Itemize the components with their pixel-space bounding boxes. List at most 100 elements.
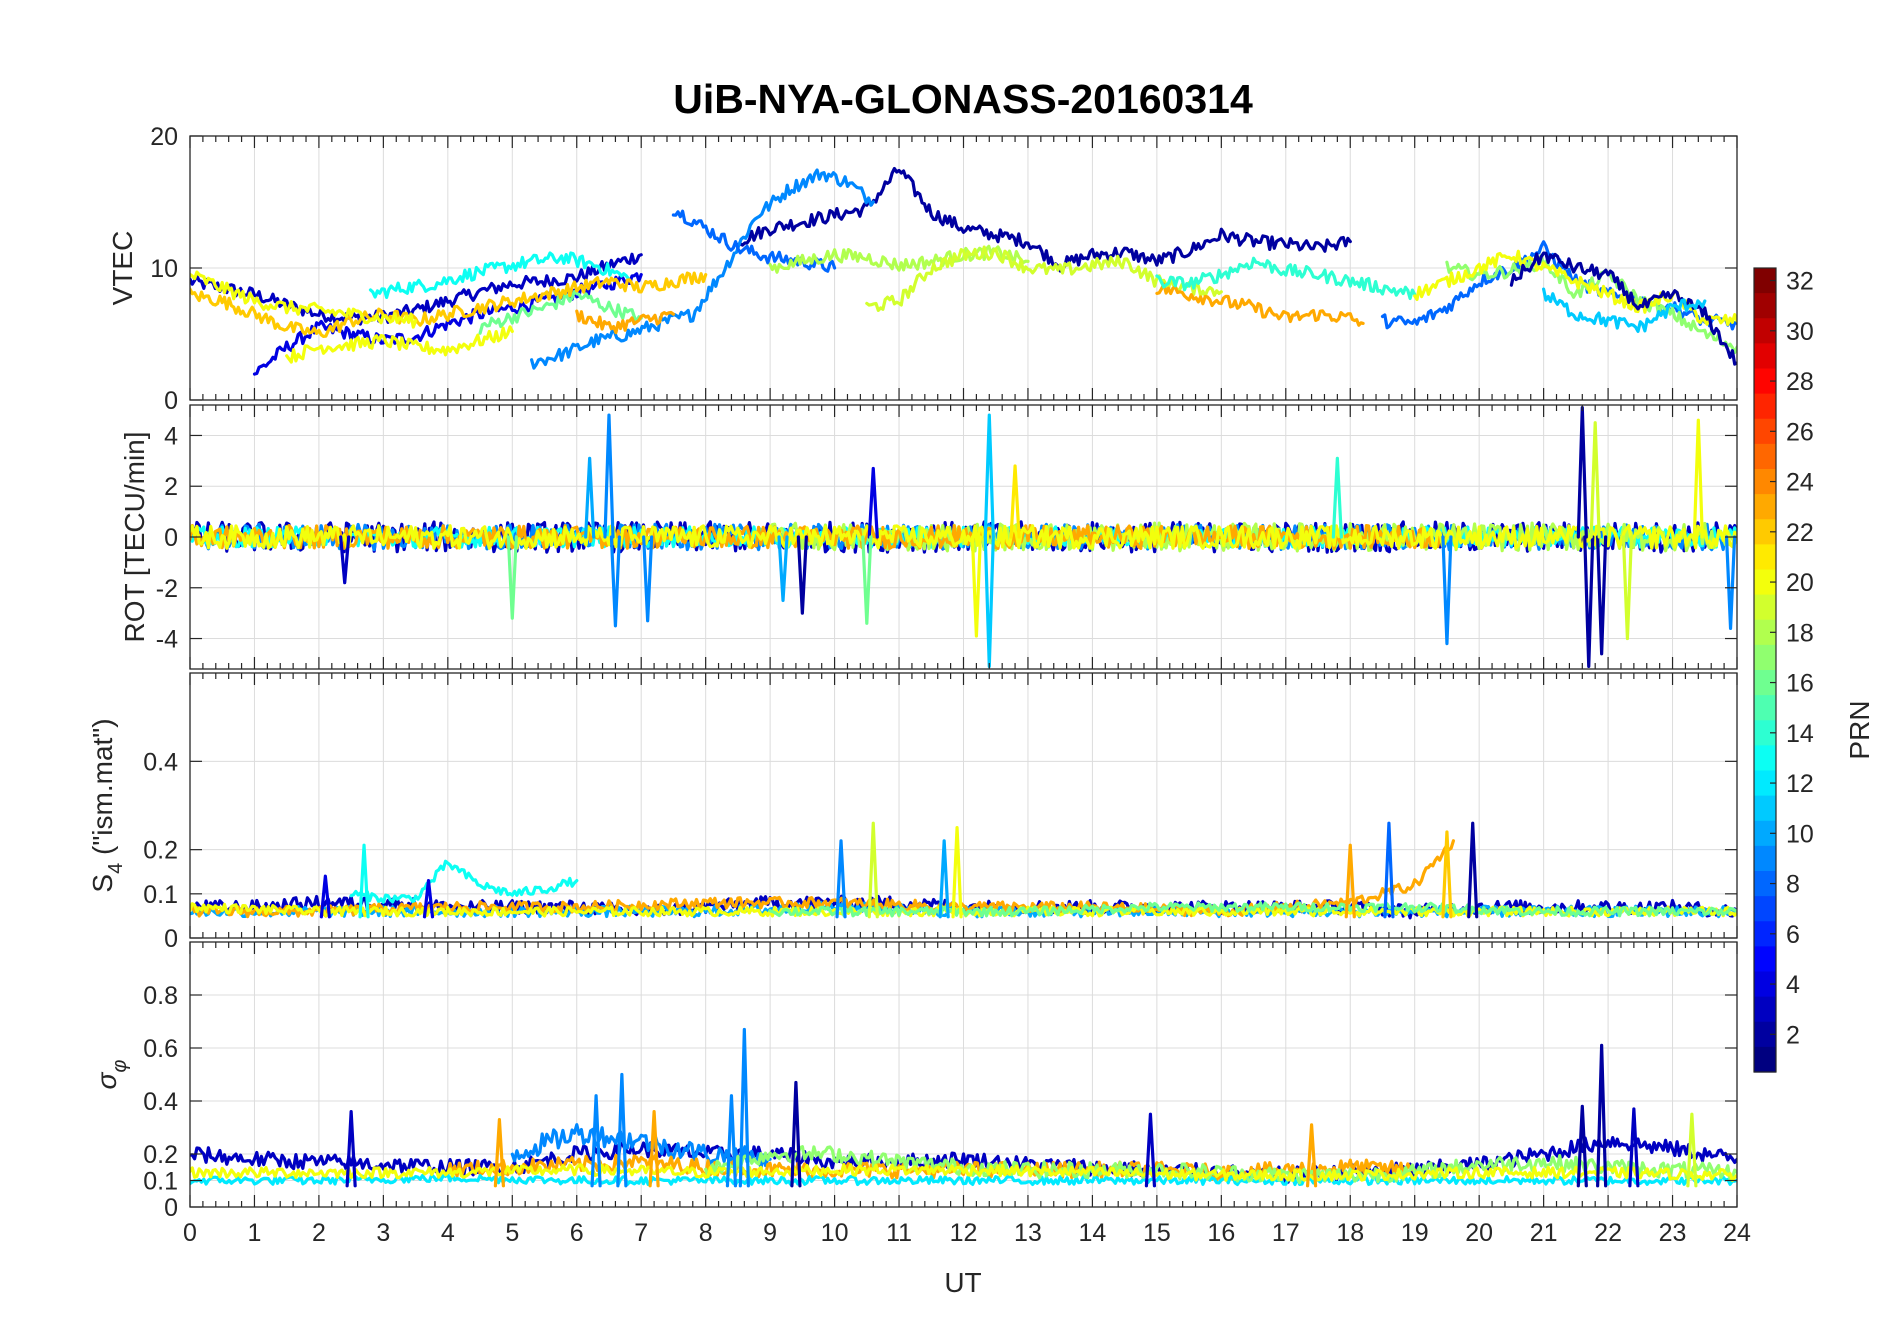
x-tick-label: 6	[570, 1219, 584, 1247]
series-line-prn-20	[190, 270, 418, 329]
x-tick-label: 23	[1659, 1219, 1687, 1247]
spike-prn-23	[648, 1110, 660, 1188]
panel-1: 0 10 20 VTEC	[107, 123, 1738, 415]
grid	[189, 135, 1738, 401]
x-tick-label: 22	[1594, 1219, 1622, 1247]
colorbar-tick-label: 22	[1786, 519, 1814, 547]
colorbar-cell	[1754, 293, 1776, 319]
series-line-prn-11	[1542, 287, 1707, 333]
spike-prn-9	[590, 1094, 602, 1188]
x-tick-label: 21	[1530, 1219, 1558, 1247]
colorbar-cell	[1754, 820, 1776, 847]
spike-prn-19	[867, 821, 879, 919]
spike-prn-9	[725, 1094, 738, 1188]
spike-prn-9	[609, 535, 622, 628]
spike-prn-23	[1344, 843, 1356, 919]
y-tick-label: 10	[150, 255, 178, 283]
colorbar-cell	[1754, 569, 1776, 596]
series-line-prn-9	[530, 168, 875, 370]
y-axis-label: ROT [TECU/min]	[119, 431, 150, 642]
x-tick-label: 8	[699, 1219, 713, 1247]
series-line-prn-18	[768, 244, 1030, 274]
x-tick-label: 15	[1143, 1219, 1171, 1247]
grid	[189, 673, 1738, 939]
y-tick-label: 0.6	[143, 1035, 178, 1063]
spike-prn-21	[1009, 464, 1021, 539]
spike-prn-2	[1596, 1043, 1608, 1188]
spike-prn-4	[319, 874, 331, 919]
spike-prn-2	[1576, 1104, 1588, 1188]
spike-prn-9	[603, 413, 615, 539]
spike-prn-23	[493, 1117, 505, 1188]
colorbar-tick-label: 30	[1786, 318, 1814, 346]
x-tick-label: 20	[1465, 1219, 1493, 1247]
chart-title: UiB-NYA-GLONASS-20160314	[673, 76, 1253, 122]
spike-prn-3	[1628, 1107, 1640, 1188]
colorbar-cell	[1754, 619, 1776, 646]
colorbar-cell	[1754, 494, 1776, 520]
x-axis-label: UT	[944, 1267, 981, 1298]
colorbar-cell	[1754, 921, 1776, 947]
colorbar-cell	[1754, 343, 1776, 370]
colorbar-cell	[1754, 393, 1776, 420]
y-tick-label: -2	[156, 575, 178, 603]
series-line-prn-20	[1413, 249, 1737, 327]
x-tick-label: 1	[248, 1219, 262, 1247]
series-line-prn-8	[671, 209, 837, 273]
colorbar-cell	[1754, 670, 1776, 696]
colorbar-cell	[1754, 720, 1776, 746]
spike-prn-2	[1576, 405, 1588, 539]
x-tick-label: 5	[505, 1219, 519, 1247]
colorbar-cell	[1754, 519, 1776, 545]
x-tick-label: 24	[1723, 1219, 1751, 1247]
series-line-prn-20	[190, 524, 1737, 550]
x-tick-label: 14	[1079, 1219, 1107, 1247]
series-line-prn-17	[1445, 254, 1737, 355]
y-tick-label: 20	[150, 123, 178, 151]
x-tick-label: 0	[183, 1219, 197, 1247]
colorbar-cell	[1754, 368, 1776, 395]
spike-prn-16	[506, 535, 518, 620]
spike-prn-11	[983, 535, 995, 669]
y-axis-label-part: S	[87, 874, 118, 893]
colorbar-cell	[1754, 1021, 1776, 1048]
spike-prn-3	[1144, 1112, 1157, 1188]
y-tick-label: 4	[164, 422, 178, 450]
colorbar-tick-label: 12	[1786, 770, 1814, 798]
y-tick-label: 0	[164, 1194, 178, 1222]
x-tick-label: 11	[886, 1219, 912, 1247]
colorbar-cell	[1754, 644, 1776, 671]
colorbar-cell	[1754, 745, 1776, 772]
spike-prn-19	[1686, 1112, 1698, 1188]
colorbar-cell	[1754, 594, 1776, 621]
y-axis-label-part: ("ism.mat")	[87, 718, 118, 862]
x-tick-label: 18	[1336, 1219, 1364, 1247]
colorbar-cell	[1754, 544, 1776, 571]
y-axis-label-part: 4	[105, 863, 127, 874]
series-line-prn-13	[368, 251, 630, 299]
y-tick-label: 0.2	[143, 837, 178, 865]
spike-prn-9	[738, 1027, 750, 1188]
x-tick-label: 9	[763, 1219, 777, 1247]
spike-prn-10	[938, 839, 950, 919]
colorbar-tick-label: 24	[1786, 469, 1814, 497]
series-group	[190, 1027, 1737, 1188]
series-line-prn-9	[510, 1123, 772, 1171]
colorbar-cell	[1754, 871, 1776, 897]
spike-prn-2	[1583, 535, 1595, 669]
colorbar-cell	[1754, 845, 1776, 872]
colorbar-tick-label: 14	[1786, 720, 1814, 748]
spike-prn-9	[1441, 535, 1453, 646]
y-tick-label: 0	[164, 524, 178, 552]
x-tick-label: 13	[1014, 1219, 1042, 1247]
colorbar-tick-label: 2	[1786, 1021, 1800, 1049]
x-ticks	[189, 942, 1738, 1207]
x-tick-label: 17	[1272, 1219, 1300, 1247]
y-axis-label-part: σ	[91, 1071, 122, 1089]
x-tick-label: 19	[1401, 1219, 1429, 1247]
colorbar-tick-label: 16	[1786, 670, 1814, 698]
colorbar-cell	[1754, 946, 1776, 973]
